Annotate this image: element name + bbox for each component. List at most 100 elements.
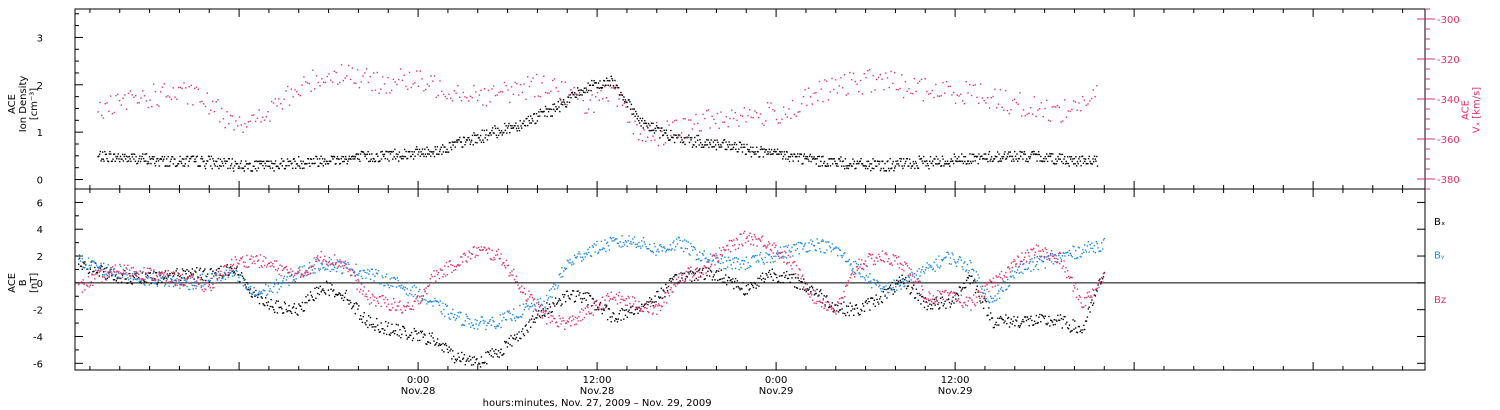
- by-series-point: [461, 324, 463, 326]
- bx-series-point: [291, 307, 294, 309]
- by-series-point: [530, 302, 533, 305]
- by-series-point: [1068, 249, 1071, 252]
- bx-series-point: [104, 278, 107, 280]
- bz-series-point: [148, 267, 151, 270]
- bx-series-point: [1075, 331, 1078, 333]
- bx-series-point: [738, 287, 740, 289]
- bz-series-point: [442, 276, 444, 278]
- density-series-point: [481, 129, 483, 131]
- bz-series-point: [530, 293, 533, 296]
- bz-series-point: [179, 284, 181, 286]
- bz-series-point: [272, 263, 274, 265]
- density-series-point: [208, 155, 210, 158]
- density-series-point: [577, 89, 580, 92]
- bx-series-point: [303, 310, 305, 312]
- by-series-point: [845, 260, 847, 263]
- vx-series-point: [745, 121, 747, 123]
- density-series-point: [307, 158, 310, 160]
- bz-series-point: [342, 265, 344, 267]
- bx-series-point: [447, 351, 449, 354]
- bx-series-point: [1025, 319, 1028, 322]
- by-series-point: [862, 275, 864, 278]
- by-series-point: [569, 258, 571, 261]
- bz-series-point: [513, 278, 516, 281]
- by-series-point: [112, 270, 115, 272]
- vx-series-point: [1067, 110, 1069, 112]
- vx-series-point: [1089, 100, 1091, 102]
- by-series-point: [1010, 276, 1012, 278]
- bz-series-point: [96, 270, 99, 272]
- bx-series-point: [999, 317, 1001, 319]
- bx-series-point: [1036, 322, 1038, 324]
- vx-series-point: [351, 67, 353, 69]
- by-series-point: [520, 315, 522, 318]
- by-series-point: [117, 271, 119, 274]
- density-series-point: [861, 163, 863, 165]
- bx-series-point: [974, 291, 977, 294]
- bx-series-point: [729, 279, 731, 282]
- by-series-point: [1094, 252, 1097, 254]
- bx-series-point: [751, 283, 753, 285]
- density-series-point: [1089, 160, 1091, 163]
- density-series-point: [412, 153, 414, 156]
- vx-series-point: [296, 91, 298, 93]
- by-series-point: [269, 288, 271, 290]
- vx-series-point: [577, 98, 579, 100]
- bx-series-point: [910, 291, 912, 294]
- density-series-point: [125, 158, 127, 160]
- bz-series-point: [423, 288, 425, 290]
- by-series-point: [823, 252, 825, 254]
- bx-series-point: [154, 278, 156, 280]
- by-series-point: [257, 293, 259, 296]
- bz-series-point: [115, 271, 117, 273]
- density-series-point: [259, 162, 261, 165]
- bz-series-point: [297, 270, 299, 273]
- density-series-point: [1023, 153, 1025, 155]
- bx-series-point: [432, 337, 434, 339]
- bx-series-point: [416, 333, 418, 335]
- by-series-point: [109, 269, 111, 271]
- bz-series-point: [177, 272, 179, 274]
- by-series-point: [268, 290, 270, 292]
- by-series-point: [440, 311, 442, 313]
- bx-series-point: [896, 283, 899, 285]
- by-series-point: [463, 324, 466, 327]
- density-series-point: [625, 101, 627, 103]
- bx-series-point: [881, 301, 884, 304]
- bx-series-point: [752, 286, 755, 289]
- vx-series-point: [1042, 116, 1044, 118]
- vx-series-point: [766, 102, 769, 104]
- bz-series-point: [90, 281, 92, 283]
- density-series-point: [252, 165, 254, 167]
- vx-series-point: [689, 119, 692, 121]
- bx-series-point: [486, 363, 488, 365]
- by-series-point: [289, 275, 291, 277]
- vx-series-point: [1010, 109, 1012, 111]
- by-series-point: [700, 260, 702, 262]
- density-series-point: [1002, 157, 1004, 160]
- vx-series-point: [761, 122, 763, 125]
- density-series-point: [920, 157, 923, 160]
- bx-series-point: [1043, 317, 1046, 320]
- density-series-point: [873, 167, 875, 170]
- density-series-point: [540, 110, 542, 113]
- vx-series-point: [437, 94, 439, 97]
- by-series-point: [455, 317, 458, 320]
- by-series-point: [544, 306, 546, 308]
- density-series-point: [1039, 160, 1041, 162]
- bx-series-point: [638, 306, 640, 308]
- by-series-point: [215, 274, 218, 277]
- density-series-point: [309, 165, 311, 167]
- bx-series-point: [1065, 323, 1067, 325]
- vx-series-point: [985, 102, 987, 104]
- bx-series-point: [716, 270, 718, 272]
- by-series-point: [507, 311, 509, 313]
- vx-series-point: [736, 119, 738, 122]
- by-series-point: [658, 251, 660, 253]
- bx-series-point: [293, 303, 296, 305]
- bx-series-point: [963, 282, 965, 284]
- by-series-point: [424, 291, 426, 293]
- density-series-point: [553, 108, 555, 111]
- by-series-point: [913, 276, 916, 278]
- density-series-point: [890, 167, 892, 170]
